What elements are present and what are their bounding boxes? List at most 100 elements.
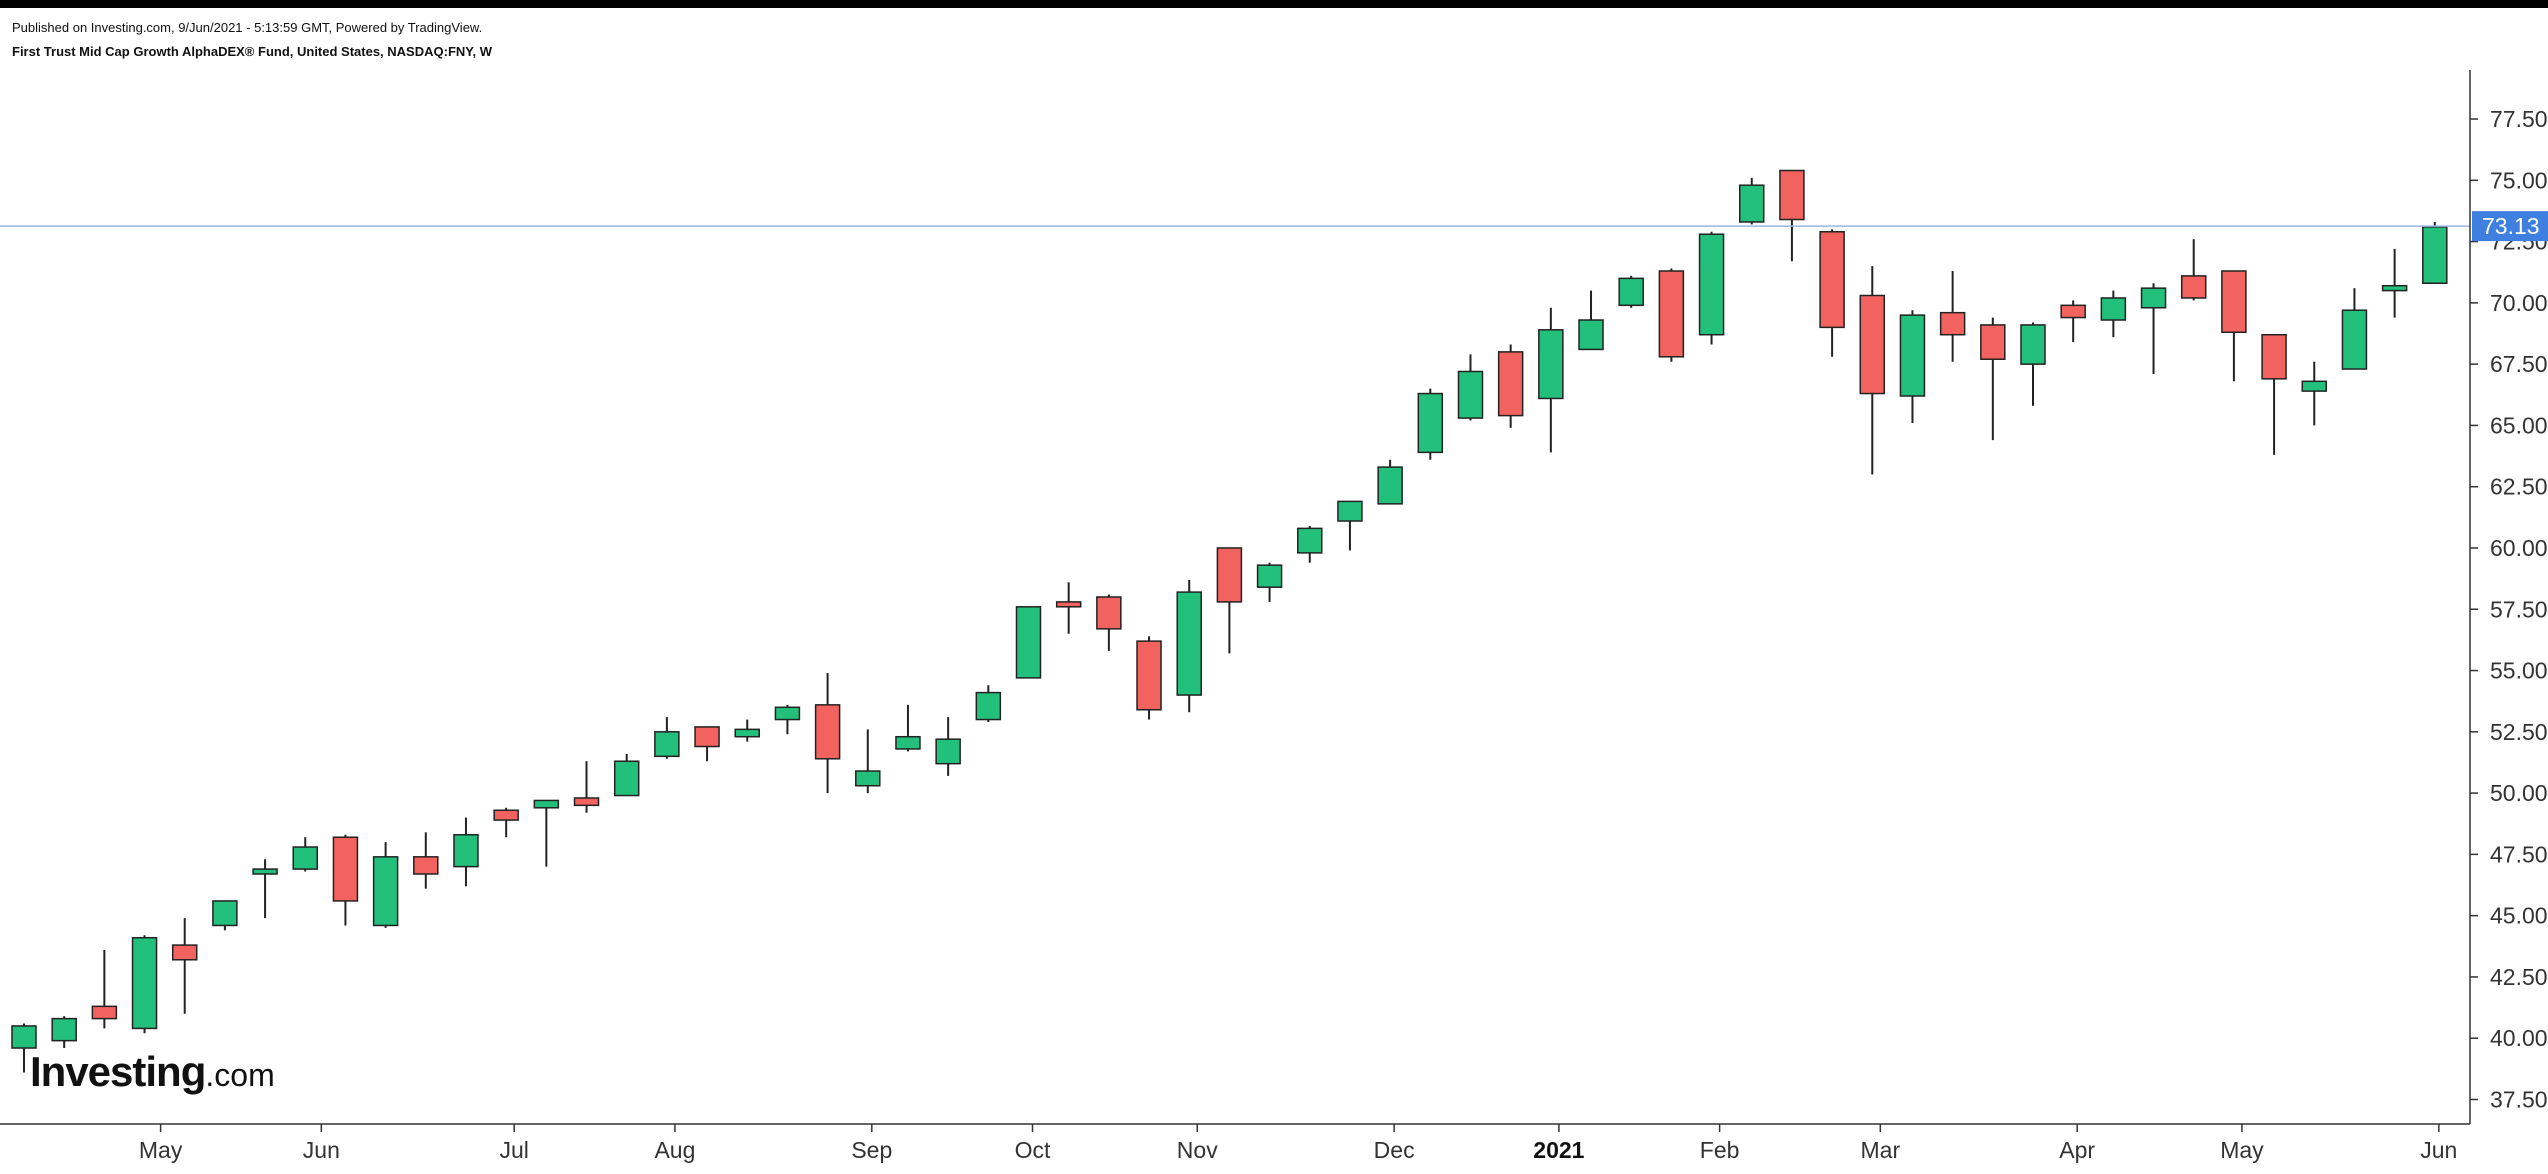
candle-body xyxy=(573,797,600,807)
candle-body xyxy=(975,691,1002,721)
candle xyxy=(533,799,560,867)
top-bar xyxy=(0,0,2548,8)
candle-body xyxy=(2221,270,2247,334)
candle xyxy=(2100,290,2127,338)
candle xyxy=(453,817,479,887)
candle xyxy=(252,859,278,919)
candle xyxy=(2341,288,2368,370)
candle xyxy=(774,704,801,735)
time-tick-label: Apr xyxy=(2059,1137,2095,1163)
price-tick-label: 55.00 xyxy=(2490,658,2548,684)
candle-body xyxy=(1216,547,1243,603)
candle xyxy=(654,717,680,759)
candle xyxy=(1417,388,1444,460)
candle xyxy=(573,761,600,813)
candle-body xyxy=(1337,500,1363,522)
investing-logo: Investing.com xyxy=(30,1048,275,1096)
candle xyxy=(332,834,359,926)
candle xyxy=(2140,283,2167,374)
candle xyxy=(1658,268,1685,362)
candle xyxy=(1497,344,1524,428)
candle-body xyxy=(11,1025,37,1049)
candle xyxy=(1859,266,1886,475)
candle-body xyxy=(2422,226,2448,285)
candle-body xyxy=(2060,304,2086,319)
candle xyxy=(1899,310,1926,423)
candle xyxy=(613,753,640,797)
candle-body xyxy=(131,936,158,1030)
candle xyxy=(1939,270,1966,362)
candle-body xyxy=(1698,233,1725,336)
candle-body xyxy=(493,809,519,821)
candle xyxy=(2381,248,2408,318)
candle xyxy=(1337,500,1363,551)
price-tick-label: 52.50 xyxy=(2490,719,2548,745)
candle-body xyxy=(51,1017,77,1042)
candle-body xyxy=(1457,370,1484,419)
candle xyxy=(1377,459,1403,505)
last-price-label: 73.13 xyxy=(2482,213,2540,239)
price-tick-label: 70.00 xyxy=(2490,290,2548,316)
candle-body xyxy=(212,900,238,927)
time-tick-label: 2021 xyxy=(1533,1137,1584,1163)
candle xyxy=(2261,333,2287,455)
candle xyxy=(1578,290,1604,351)
candle-body xyxy=(332,836,359,902)
candle xyxy=(1055,582,1082,634)
candle xyxy=(855,729,881,794)
symbol-title: First Trust Mid Cap Growth AlphaDEX® Fun… xyxy=(12,44,492,59)
candle xyxy=(2060,300,2086,343)
candle-body xyxy=(1738,184,1765,223)
candle xyxy=(1698,231,1725,345)
candle-body xyxy=(694,726,720,748)
candle xyxy=(1297,525,1323,563)
candle-body xyxy=(2100,297,2127,321)
candle-body xyxy=(1980,324,2006,360)
candle-body xyxy=(413,856,439,875)
candle xyxy=(2180,239,2207,301)
price-tick-label: 50.00 xyxy=(2490,780,2548,806)
candle-body xyxy=(1819,231,1845,329)
candle-body xyxy=(613,760,640,797)
candle xyxy=(1538,307,1564,453)
candle xyxy=(1176,579,1202,713)
time-tick-label: Aug xyxy=(654,1137,695,1163)
logo-main-text: Investing xyxy=(30,1048,206,1095)
candle-body xyxy=(1377,466,1403,505)
candle xyxy=(2301,361,2328,426)
candle xyxy=(131,935,158,1034)
candle-body xyxy=(2140,287,2167,309)
time-tick-label: Dec xyxy=(1374,1137,1415,1163)
candle-body xyxy=(372,856,399,927)
candle-body xyxy=(453,834,479,868)
time-tick-label: Jul xyxy=(499,1137,528,1163)
candle-body xyxy=(2341,309,2368,370)
candle-body xyxy=(2020,324,2046,365)
price-tick-label: 47.50 xyxy=(2490,841,2548,867)
price-tick-label: 40.00 xyxy=(2490,1025,2548,1051)
candle-body xyxy=(252,868,278,875)
time-tick-label: Nov xyxy=(1177,1137,1218,1163)
price-tick-label: 42.50 xyxy=(2490,964,2548,990)
candle-body xyxy=(1658,270,1685,358)
candle xyxy=(935,717,961,776)
candle-body xyxy=(2301,380,2328,392)
time-tick-label: May xyxy=(2220,1137,2264,1163)
candle xyxy=(91,949,118,1029)
candle-body xyxy=(1538,329,1564,400)
candle-body xyxy=(1015,606,1042,679)
candle xyxy=(11,1023,37,1073)
candle-body xyxy=(654,731,680,758)
candle-body xyxy=(895,735,921,750)
time-tick-label: Mar xyxy=(1861,1137,1901,1163)
candle-body xyxy=(1055,601,1082,608)
candle xyxy=(1096,594,1122,651)
candle-body xyxy=(533,799,560,809)
time-tick-label: Oct xyxy=(1015,1137,1051,1163)
price-axis[interactable]: 37.50 40.00 42.50 45.00 47.50 50.00 52.50 55.00… xyxy=(2470,106,2548,1112)
candle xyxy=(1457,354,1484,421)
candle xyxy=(2020,322,2046,406)
candle-body xyxy=(292,846,319,870)
time-axis[interactable]: May Jun Jul Aug Sep Oct Nov Dec 2021 Feb Mar Apr May… xyxy=(139,1124,2457,1163)
